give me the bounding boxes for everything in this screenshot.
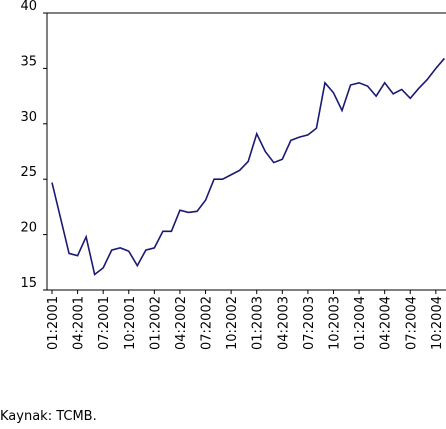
x-tick-label: 04:2002 (174, 296, 189, 350)
data-line (51, 57, 445, 276)
x-tick-label: 04:2001 (72, 296, 87, 350)
x-tick-label: 07:2004 (404, 296, 419, 350)
x-tick-label: 10:2004 (430, 296, 445, 350)
x-tick-label: 10:2001 (123, 296, 138, 350)
y-tick-label: 35 (20, 54, 37, 69)
x-tick-label: 10:2002 (225, 296, 240, 350)
source-note: Kaynak: TCMB. (0, 409, 97, 424)
x-tick-label: 01:2003 (251, 296, 266, 350)
y-tick-label: 20 (20, 221, 37, 236)
x-tick-label: 04:2004 (379, 296, 394, 350)
x-tick-label: 01:2001 (46, 296, 61, 350)
x-tick-label: 07:2001 (97, 296, 112, 350)
y-tick-label: 30 (20, 110, 37, 125)
y-tick-label: 15 (20, 276, 37, 291)
x-tick-label: 01:2004 (353, 296, 368, 350)
x-tick-label: 04:2003 (276, 296, 291, 350)
x-tick-label: 01:2002 (148, 296, 163, 350)
x-tick-label: 10:2003 (327, 296, 342, 350)
x-tick-label: 07:2003 (302, 296, 317, 350)
y-tick-label: 25 (20, 165, 37, 180)
y-tick-label: 40 (20, 0, 37, 14)
x-tick-label: 07:2002 (200, 296, 215, 350)
